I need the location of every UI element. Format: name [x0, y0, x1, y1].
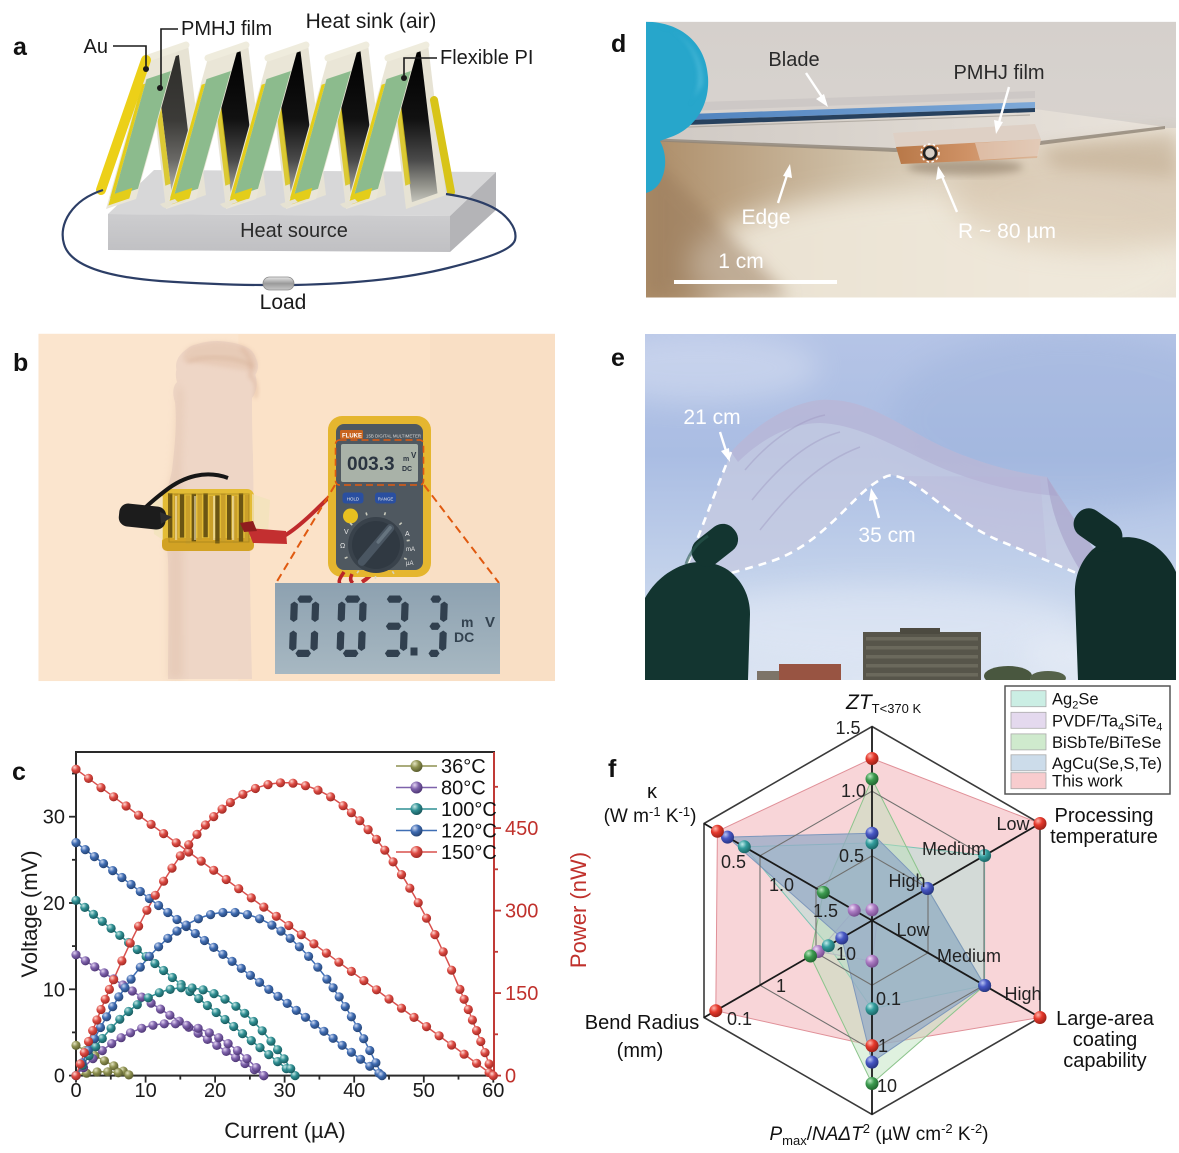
- svg-text:m: m: [461, 614, 473, 630]
- svg-text:150°C: 150°C: [441, 842, 497, 864]
- svg-text:V: V: [485, 614, 495, 631]
- svg-text:FLUKE: FLUKE: [342, 434, 362, 440]
- svg-text:Flexible PI: Flexible PI: [440, 47, 533, 69]
- svg-text:35 cm: 35 cm: [858, 524, 915, 547]
- svg-text:Ω: Ω: [340, 543, 345, 550]
- svg-text:1: 1: [878, 1036, 888, 1056]
- svg-text:κ: κ: [647, 781, 658, 803]
- svg-text:Medium: Medium: [922, 839, 986, 859]
- svg-text:Low: Low: [896, 920, 930, 940]
- svg-text:1: 1: [776, 976, 786, 996]
- svg-text:DC: DC: [402, 466, 412, 473]
- svg-text:Au: Au: [84, 36, 108, 58]
- svg-text:Large-area: Large-area: [1056, 1008, 1155, 1030]
- svg-text:Processing: Processing: [1055, 805, 1154, 827]
- svg-text:HOLD: HOLD: [347, 497, 359, 502]
- svg-text:V: V: [344, 529, 349, 536]
- svg-text:High: High: [1004, 984, 1041, 1004]
- svg-text:A: A: [405, 531, 410, 538]
- svg-text:d: d: [611, 30, 626, 58]
- svg-text:AgCu(Se,S,Te): AgCu(Se,S,Te): [1052, 755, 1162, 773]
- svg-text:Power (nW): Power (nW): [566, 852, 591, 968]
- svg-text:a: a: [13, 33, 28, 61]
- svg-text:10: 10: [836, 944, 856, 964]
- svg-text:DC: DC: [454, 629, 474, 645]
- svg-text:(mm): (mm): [617, 1040, 664, 1062]
- svg-text:Current (µA): Current (µA): [224, 1118, 345, 1143]
- svg-text:120°C: 120°C: [441, 821, 497, 843]
- svg-text:0.5: 0.5: [839, 846, 864, 866]
- svg-text:Medium: Medium: [937, 946, 1001, 966]
- svg-text:1 cm: 1 cm: [718, 250, 764, 273]
- svg-text:capability: capability: [1063, 1050, 1146, 1072]
- svg-text:150: 150: [505, 983, 538, 1005]
- svg-text:0.1: 0.1: [727, 1009, 752, 1029]
- svg-text:80°C: 80°C: [441, 778, 486, 800]
- svg-text:10: 10: [134, 1080, 156, 1102]
- svg-text:Heat source: Heat source: [240, 220, 348, 242]
- svg-text:This work: This work: [1052, 773, 1123, 791]
- svg-text:1.5: 1.5: [813, 901, 838, 921]
- svg-text:PMHJ film: PMHJ film: [181, 18, 272, 40]
- svg-text:36°C: 36°C: [441, 756, 486, 778]
- svg-text:Ag2Se: Ag2Se: [1052, 691, 1099, 712]
- svg-text:003.3: 003.3: [347, 454, 395, 475]
- svg-text:(W m-1 K-1): (W m-1 K-1): [604, 804, 697, 827]
- svg-text:60: 60: [482, 1080, 504, 1102]
- svg-text:40: 40: [343, 1080, 365, 1102]
- svg-text:Heat sink (air): Heat sink (air): [306, 10, 437, 33]
- svg-text:Bend Radius: Bend Radius: [585, 1012, 700, 1034]
- svg-text:300: 300: [505, 901, 538, 923]
- svg-text:450: 450: [505, 818, 538, 840]
- svg-text:100°C: 100°C: [441, 799, 497, 821]
- svg-text:µA: µA: [406, 561, 413, 567]
- svg-text:0: 0: [54, 1066, 65, 1088]
- svg-text:50: 50: [413, 1080, 435, 1102]
- svg-text:f: f: [608, 755, 617, 783]
- svg-text:20: 20: [43, 893, 65, 915]
- svg-text:c: c: [12, 758, 26, 786]
- svg-text:coating: coating: [1073, 1029, 1138, 1051]
- svg-text:1.0: 1.0: [841, 781, 866, 801]
- svg-text:0.5: 0.5: [721, 852, 746, 872]
- svg-text:0: 0: [70, 1080, 81, 1102]
- svg-text:21 cm: 21 cm: [683, 406, 740, 429]
- svg-text:ZTT<370 K: ZTT<370 K: [845, 691, 921, 716]
- svg-text:m: m: [403, 456, 409, 463]
- svg-text:Load: Load: [260, 291, 307, 314]
- svg-text:0.1: 0.1: [876, 989, 901, 1009]
- svg-text:0: 0: [505, 1066, 516, 1088]
- svg-text:10: 10: [43, 979, 65, 1001]
- svg-text:R ~ 80 µm: R ~ 80 µm: [958, 220, 1056, 243]
- svg-text:PVDF/Ta4SiTe4: PVDF/Ta4SiTe4: [1052, 712, 1162, 733]
- svg-text:15B DIGITAL MULTIMETER: 15B DIGITAL MULTIMETER: [366, 434, 421, 439]
- svg-text:V: V: [411, 451, 417, 460]
- svg-text:Voltage (mV): Voltage (mV): [17, 850, 42, 977]
- svg-text:High: High: [888, 871, 925, 891]
- svg-text:e: e: [611, 344, 625, 372]
- svg-text:Pmax/NAΔT2 (µW cm-2 K-2): Pmax/NAΔT2 (µW cm-2 K-2): [769, 1121, 988, 1148]
- svg-text:10: 10: [877, 1076, 897, 1096]
- svg-text:1.5: 1.5: [835, 718, 860, 738]
- svg-text:b: b: [13, 349, 28, 377]
- svg-text:RANGE: RANGE: [378, 497, 394, 502]
- svg-text:Edge: Edge: [741, 206, 790, 229]
- svg-text:temperature: temperature: [1050, 826, 1158, 848]
- svg-text:Low: Low: [996, 814, 1030, 834]
- svg-text:mA: mA: [406, 547, 415, 553]
- svg-text:1.0: 1.0: [769, 875, 794, 895]
- svg-text:30: 30: [273, 1080, 295, 1102]
- svg-text:30: 30: [43, 807, 65, 829]
- svg-text:Blade: Blade: [768, 49, 819, 71]
- svg-text:20: 20: [204, 1080, 226, 1102]
- svg-text:PMHJ film: PMHJ film: [953, 62, 1044, 84]
- svg-text:BiSbTe/BiTeSe: BiSbTe/BiTeSe: [1052, 734, 1161, 752]
